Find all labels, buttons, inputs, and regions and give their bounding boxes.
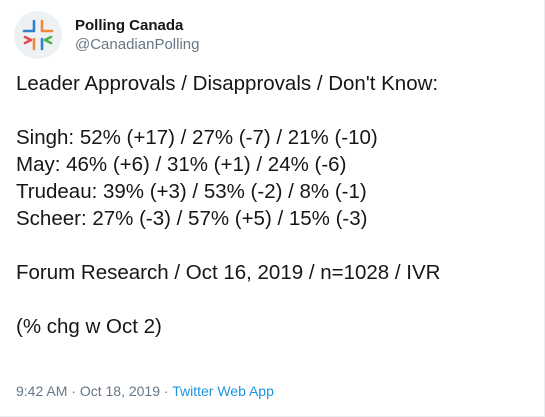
leader-line-scheer: Scheer: 27% (-3) / 57% (+5) / 15% (-3) bbox=[16, 207, 368, 230]
avatar[interactable] bbox=[14, 11, 62, 59]
author-display-name[interactable]: Polling Canada bbox=[75, 17, 184, 34]
tweet-client-link[interactable]: Twitter Web App bbox=[172, 383, 274, 399]
leader-line-may: May: 46% (+6) / 31% (+1) / 24% (-6) bbox=[16, 153, 347, 176]
tweet-time[interactable]: 9:42 AM bbox=[16, 383, 68, 399]
blank-line bbox=[16, 97, 531, 124]
meta-separator: · bbox=[67, 383, 80, 399]
tweet-meta: 9:42 AM · Oct 18, 2019 · Twitter Web App bbox=[16, 381, 274, 401]
author-handle[interactable]: @CanadianPolling bbox=[75, 36, 200, 53]
change-note-line: (% chg w Oct 2) bbox=[16, 315, 162, 338]
leader-line-trudeau: Trudeau: 39% (+3) / 53% (-2) / 8% (-1) bbox=[16, 180, 367, 203]
blank-line bbox=[16, 232, 531, 259]
polling-canada-logo-icon bbox=[22, 19, 54, 51]
tweet-text: Leader Approvals / Disapprovals / Don't … bbox=[16, 70, 531, 340]
tweet-header: Polling Canada @CanadianPolling bbox=[14, 10, 199, 60]
blank-line bbox=[16, 286, 531, 313]
tweet-heading: Leader Approvals / Disapprovals / Don't … bbox=[16, 72, 439, 95]
author-block: Polling Canada @CanadianPolling bbox=[75, 16, 199, 54]
meta-separator: · bbox=[160, 383, 173, 399]
tweet-date[interactable]: Oct 18, 2019 bbox=[79, 383, 160, 399]
poll-source-line: Forum Research / Oct 16, 2019 / n=1028 /… bbox=[16, 261, 441, 284]
leader-line-singh: Singh: 52% (+17) / 27% (-7) / 21% (-10) bbox=[16, 126, 378, 149]
